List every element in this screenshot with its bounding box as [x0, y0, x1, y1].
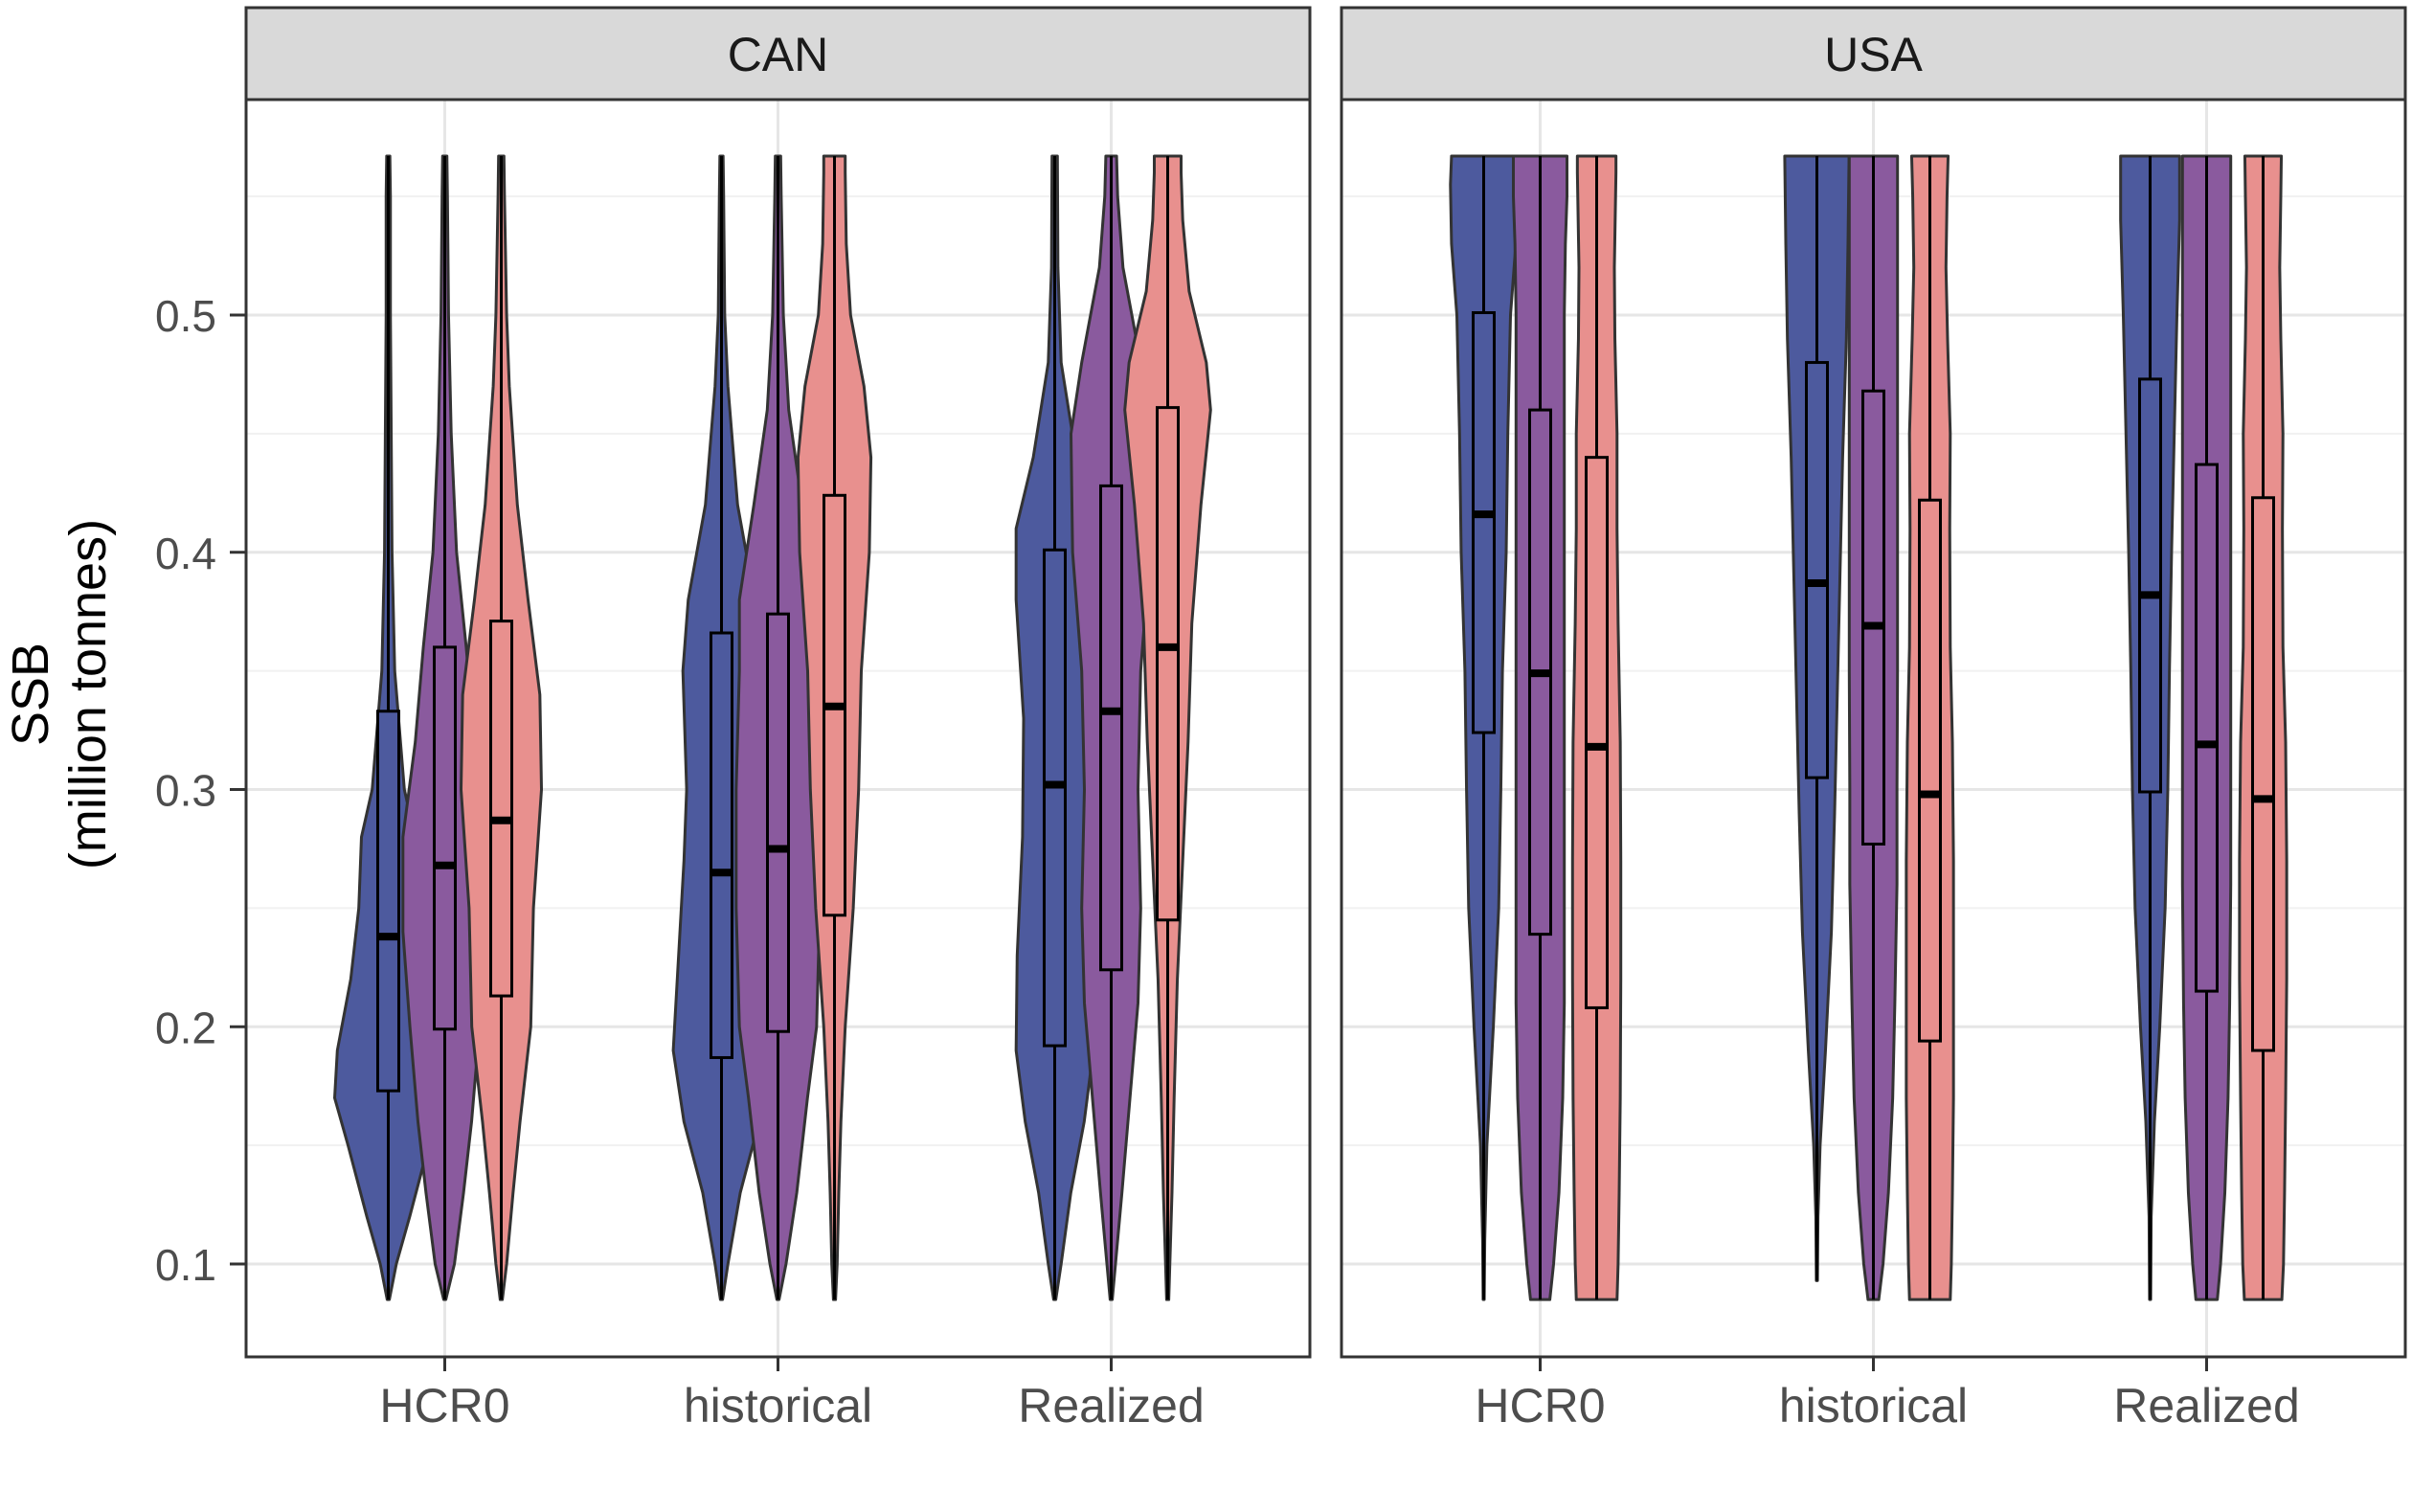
x-tick-label: Realized — [2113, 1379, 2300, 1433]
boxplot-box — [2195, 463, 2219, 993]
x-tick-label: historical — [684, 1379, 872, 1433]
boxplot-box — [1918, 498, 1942, 1043]
boxplot-box — [1099, 484, 1123, 972]
x-tick-label: Realized — [1018, 1379, 1205, 1433]
x-tick-label: historical — [1779, 1379, 1968, 1433]
x-tick-label: HCR0 — [379, 1379, 509, 1433]
boxplot-box — [2251, 496, 2275, 1052]
y-tick-label: 0.3 — [155, 766, 216, 816]
boxplot-box — [1043, 548, 1067, 1048]
y-tick-label: 0.1 — [155, 1240, 216, 1290]
boxplot-box — [433, 645, 457, 1031]
y-tick-label: 0.5 — [155, 291, 216, 341]
boxplot-box — [489, 620, 513, 998]
facet-title: CAN — [728, 28, 829, 81]
boxplot-box — [766, 612, 790, 1033]
facet-strip — [244, 6, 1312, 102]
y-tick-label: 0.2 — [155, 1003, 216, 1052]
y-axis-title-line1: SSB — [2, 643, 59, 746]
panel-border — [244, 98, 1312, 1359]
boxplot-box — [1472, 311, 1496, 734]
facet-title: USA — [1824, 28, 1923, 81]
y-tick-label: 0.4 — [155, 529, 216, 578]
y-axis-title-line2: (million tonnes) — [59, 519, 117, 869]
facet-strip — [1340, 6, 2407, 102]
boxplot-box — [1156, 406, 1180, 922]
boxplot-box — [710, 631, 733, 1059]
boxplot-box — [1861, 389, 1885, 846]
boxplot-box — [376, 710, 400, 1093]
boxplot-box — [1585, 456, 1609, 1009]
x-tick-label: HCR0 — [1475, 1379, 1605, 1433]
panel-border — [1340, 98, 2407, 1359]
boxplot-box — [2138, 377, 2162, 794]
boxplot-box — [1805, 361, 1829, 779]
